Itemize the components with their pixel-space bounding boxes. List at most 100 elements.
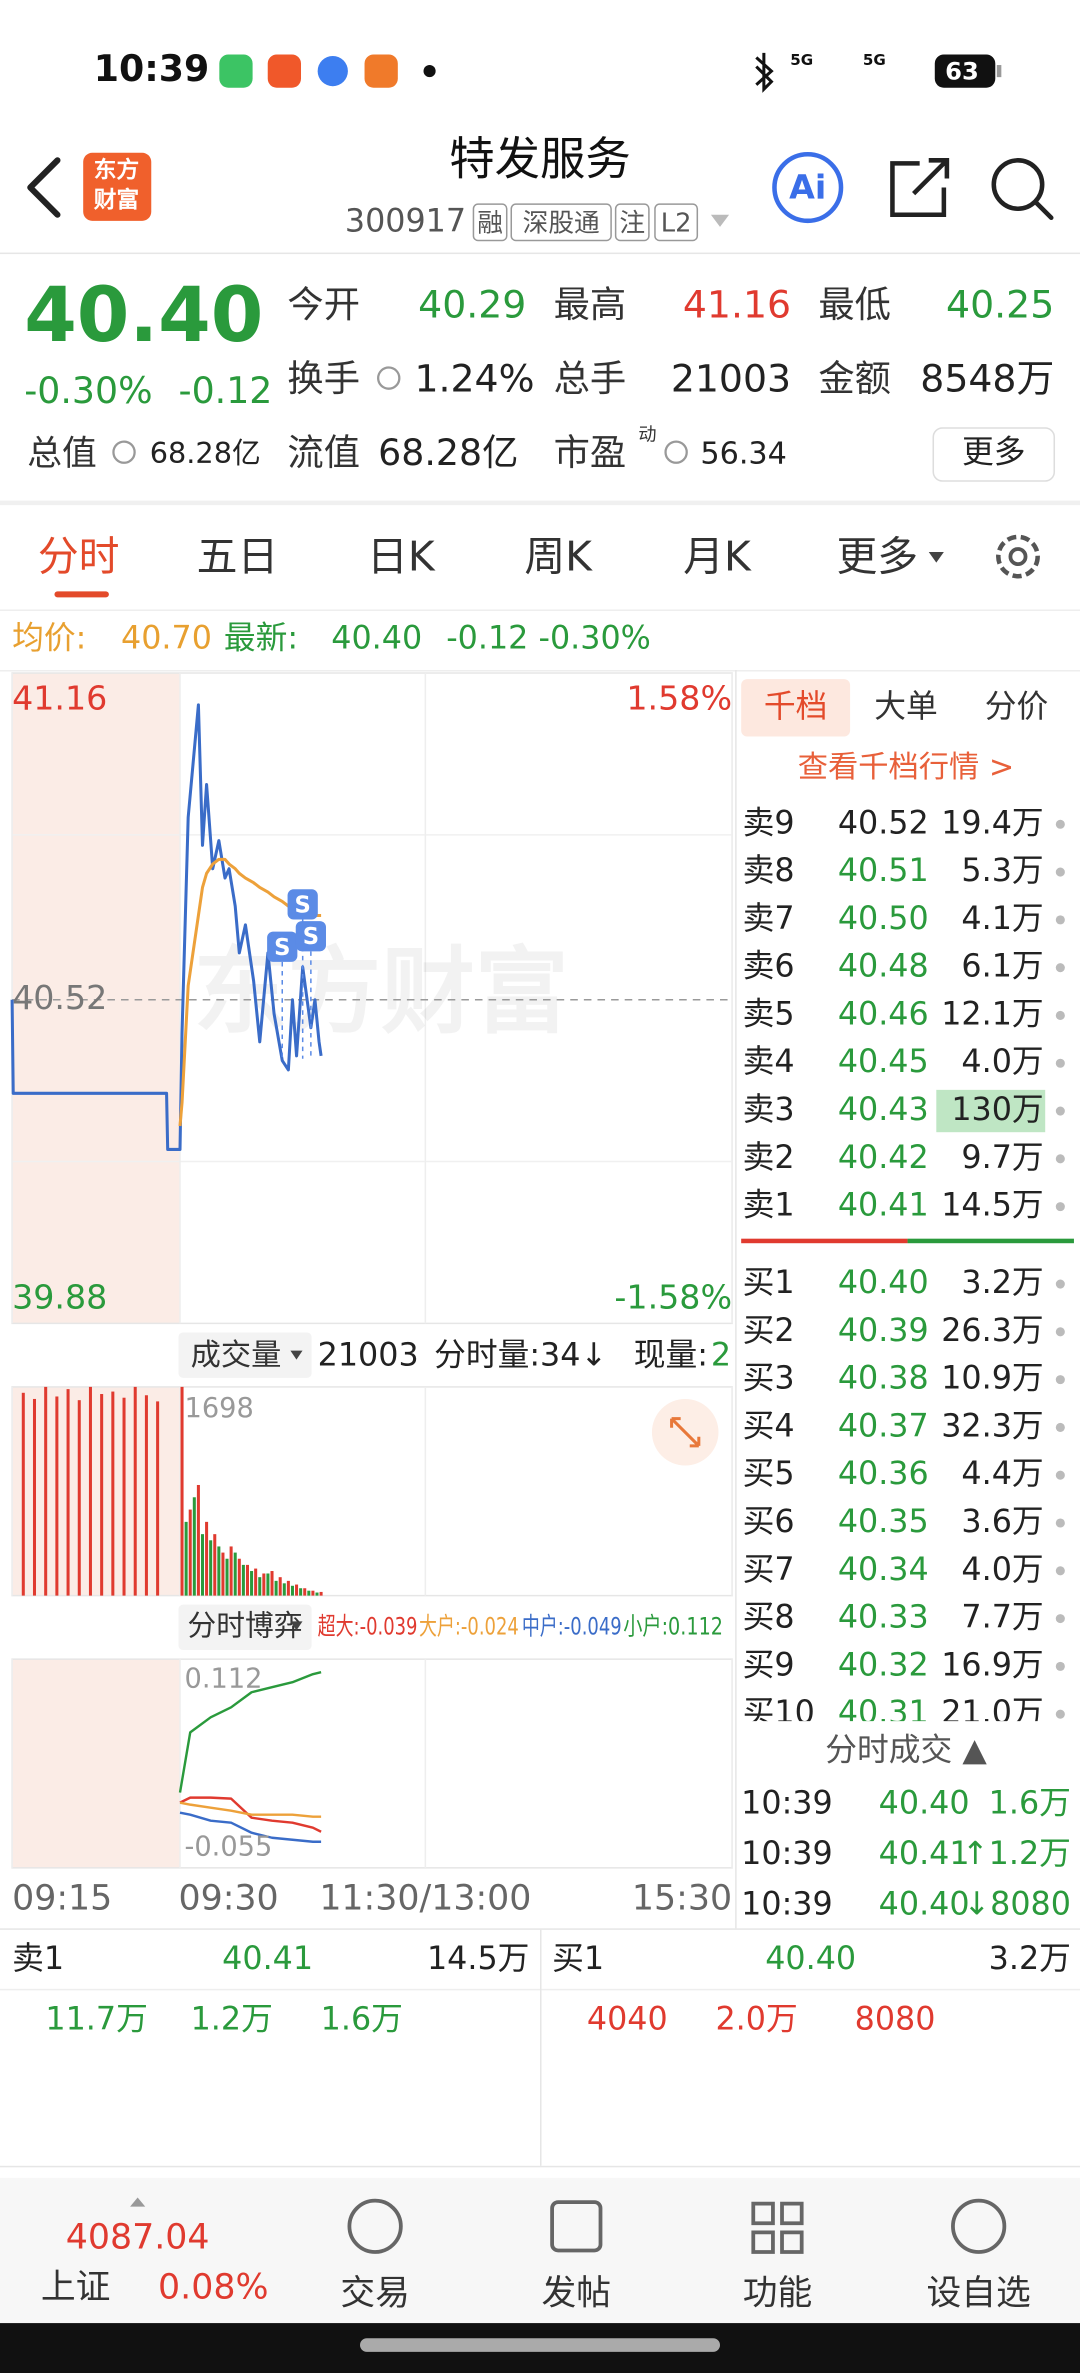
volume-bar [295,1584,299,1596]
dropdown-arrow [290,1621,303,1631]
volume-bar [133,1386,137,1596]
tag: L2 [661,208,692,238]
app-icon [317,55,348,87]
field-label: 换手 [287,357,360,400]
nav-item[interactable]: 交易 [340,2273,410,2313]
field-label: 总值 [27,434,97,474]
volume-bar [184,1521,188,1596]
change-pct: -0.30% [24,369,152,412]
volume-bar [55,1396,59,1596]
stock-name: 特发服务 [449,132,630,185]
tick-time: 10:39 [741,1887,833,1923]
dropdown-arrow [710,214,730,227]
order-label: 卖9 [743,805,795,841]
back-button[interactable] [27,157,61,218]
field-value: 40.29 [418,283,526,327]
row-dot [1055,1566,1065,1576]
divider [735,670,737,1929]
nav-icon[interactable] [347,2198,403,2254]
level1-label: 卖1 [12,1941,64,1977]
volume-bar [286,1580,290,1596]
more-button-label: 更多 [962,435,1026,471]
dropdown-arrow [928,552,944,563]
volume-bar [213,1534,217,1596]
order-label: 卖4 [743,1044,795,1080]
y2-tick-label: 1.58% [626,679,732,718]
trade-marker-label: S [295,892,311,918]
series-line [179,1811,322,1843]
order-price: 40.34 [838,1552,929,1588]
row-dot [1055,1106,1065,1116]
app-icon [219,54,253,88]
volume-bar [262,1573,266,1596]
nav-icon[interactable] [751,2201,804,2254]
panel-title: 成交量 [191,1338,282,1373]
order-label: 卖3 [743,1092,795,1128]
trade-marker [295,921,326,952]
order-volume: 4.4万 [961,1456,1043,1492]
y-tick-label: 39.88 [12,1278,107,1317]
divider [0,2165,1080,2168]
nav-item[interactable]: 功能 [743,2273,813,2313]
field-label: 市盈 [554,431,627,474]
volume-bar [250,1571,254,1596]
volume-bar [225,1558,229,1596]
tab: 更多 [836,533,918,581]
volume-bar [32,1398,36,1596]
order-label: 买10 [743,1695,815,1731]
order-volume: 7.7万 [961,1600,1043,1636]
bottom-nav [0,2177,1080,2324]
nav-item[interactable]: 发帖 [542,2273,612,2313]
tag: 注 [619,208,645,238]
logo [83,152,152,221]
order-price: 40.48 [838,949,929,985]
row-dot [1055,963,1065,973]
nav-item[interactable]: 设自选 [926,2273,1030,2313]
summary-avg-label: 均价: [12,621,86,657]
ai-button[interactable] [772,151,844,224]
auction-shade [12,1386,180,1596]
settings-button[interactable] [996,534,1040,579]
volume-bar [303,1588,307,1596]
clock: 10:39 [94,47,210,90]
volume-bar [278,1577,282,1596]
volume-bar [258,1577,262,1596]
order-label: 买7 [743,1552,795,1588]
nav-icon[interactable] [550,2200,603,2253]
level1-order: 11.7万 [45,2002,147,2038]
tab: 分时 [38,533,120,581]
more-button[interactable] [932,427,1056,482]
order-volume: 9.7万 [961,1140,1043,1176]
order-price: 40.42 [838,1140,929,1176]
x-tick-label: 09:15 [12,1879,112,1919]
order-label: 买5 [743,1456,795,1492]
volume-bar [221,1552,225,1596]
dot [423,65,436,78]
volume-bar [282,1583,286,1596]
field-value: 68.28亿 [150,436,261,470]
volume-bar [307,1590,311,1596]
volume-bar [311,1590,315,1596]
field-value: 56.34 [700,437,787,472]
nav-icon[interactable] [951,2198,1007,2254]
divider [540,1929,542,2166]
x-tick-label: 11:30/13:00 [319,1879,531,1919]
tab: 日K [367,533,436,581]
search-button[interactable] [991,158,1045,211]
stock-code: 300917 [345,203,466,239]
field-label: 今开 [287,283,360,326]
series-line [179,1801,322,1818]
y-tick-label: -0.055 [185,1831,273,1862]
active-tab-indicator [54,591,109,598]
order-label: 卖5 [743,996,795,1032]
tick-price: 40.40 [879,1785,970,1821]
order-price: 40.45 [838,1044,929,1080]
share-button[interactable] [890,158,950,218]
order-price: 40.50 [838,901,929,937]
order-label: 买1 [743,1265,795,1301]
info-icon [377,366,401,390]
y-tick-label: 1698 [185,1393,254,1424]
x-tick-label: 09:30 [178,1879,278,1919]
tick-time: 10:39 [741,1836,833,1872]
order-volume: 4.1万 [961,901,1043,937]
